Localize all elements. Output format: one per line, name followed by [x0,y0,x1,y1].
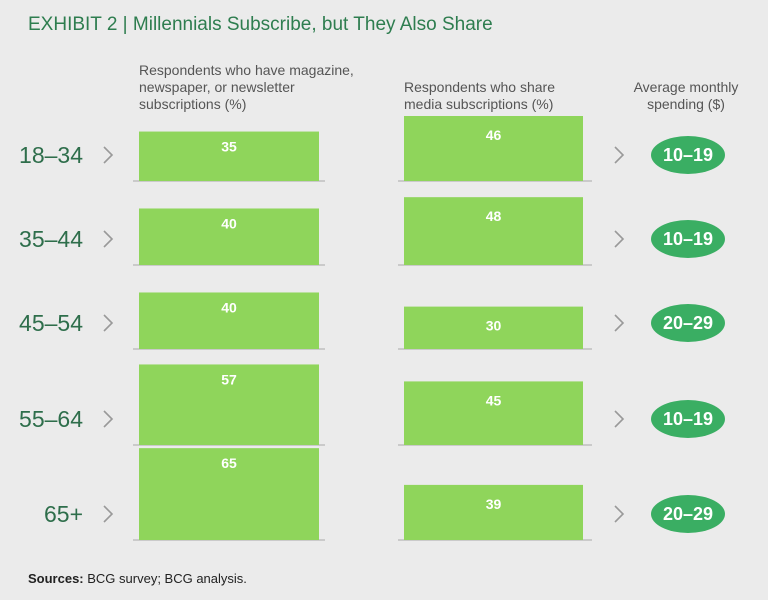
sources-text: BCG survey; BCG analysis. [83,571,247,586]
age-group-label: 55–64 [19,406,83,432]
share-value-label: 46 [486,127,502,143]
subscription-value-label: 40 [221,215,237,231]
subscription-value-label: 40 [221,299,237,315]
subscription-bar [139,364,319,445]
header-share-line: Respondents who share [404,79,555,95]
chevron-right-icon [614,230,625,248]
subscription-value-label: 57 [221,371,237,387]
share-value-label: 39 [486,496,502,512]
subscription-bar [139,208,319,265]
chevron-right-icon [614,410,625,428]
header-share-line: media subscriptions (%) [404,96,554,112]
subscription-bar [139,448,319,540]
subscription-value-label: 65 [221,455,237,471]
header-spending-line: Average monthly [633,79,739,95]
spending-value-label: 10–19 [663,229,713,249]
subscription-bar [139,131,319,181]
spending-value-label: 20–29 [663,313,713,333]
share-value-label: 45 [486,392,502,408]
share-bar [404,484,583,540]
chevron-right-icon [614,146,625,164]
spending-pill [651,304,725,342]
chevron-right-icon [614,505,625,523]
share-bar [404,381,583,445]
header-spending-line: spending ($) [647,96,725,112]
share-value-label: 48 [486,208,502,224]
header-spending: Average monthly spending ($) [614,79,758,113]
subscription-bar [139,292,319,349]
age-group-label: 45–54 [19,310,83,336]
spending-value-label: 10–19 [663,145,713,165]
spending-value-label: 20–29 [663,504,713,524]
sources-note: Sources: BCG survey; BCG analysis. [28,571,247,586]
spending-pill [651,220,725,258]
chevron-right-icon [103,410,114,428]
spending-pill [651,400,725,438]
header-subscriptions: Respondents who have magazine, newspaper… [139,62,389,113]
exhibit-title: EXHIBIT 2 | Millennials Subscribe, but T… [28,14,493,35]
age-group-label: 65+ [44,501,83,527]
share-value-label: 30 [486,318,502,334]
share-bar [404,306,583,349]
subscription-value-label: 35 [221,139,237,155]
chevron-right-icon [103,505,114,523]
spending-pill [651,495,725,533]
header-share: Respondents who share media subscription… [404,79,604,113]
header-subscriptions-line: newspaper, or newsletter [139,79,295,95]
sources-label: Sources: [28,571,84,586]
share-bar [404,116,583,181]
chevron-right-icon [103,230,114,248]
header-subscriptions-line: Respondents who have magazine, [139,62,354,78]
header-subscriptions-line: subscriptions (%) [139,96,247,112]
spending-pill [651,136,725,174]
chevron-right-icon [103,314,114,332]
chevron-right-icon [614,314,625,332]
spending-value-label: 10–19 [663,409,713,429]
chevron-right-icon [103,146,114,164]
age-group-label: 18–34 [19,142,83,168]
age-group-label: 35–44 [19,226,83,252]
share-bar [404,197,583,265]
